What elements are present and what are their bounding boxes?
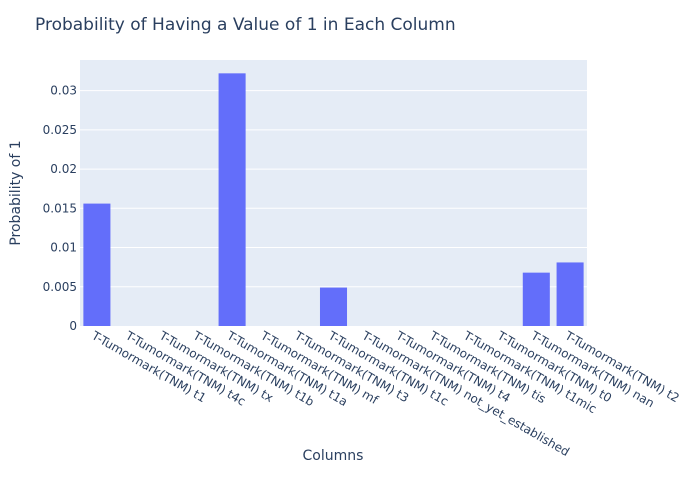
y-tick-label: 0.015 [43, 201, 77, 215]
y-tick-labels: 0 0.005 0.01 0.015 0.02 0.025 0.03 [43, 84, 77, 333]
bars [83, 73, 584, 326]
bar[interactable] [218, 73, 246, 326]
plot-background [80, 60, 587, 326]
bar[interactable] [319, 287, 348, 326]
y-tick-label: 0.02 [50, 162, 77, 176]
y-tick-label: 0.03 [50, 84, 77, 98]
y-tick-label: 0.01 [50, 241, 77, 255]
y-tick-label: 0 [69, 319, 77, 333]
y-tick-label: 0.005 [43, 280, 77, 294]
y-axis-title: Probability of 1 [8, 140, 24, 245]
bar[interactable] [83, 203, 111, 326]
bar[interactable] [556, 262, 584, 326]
chart-title: Probability of Having a Value of 1 in Ea… [35, 15, 456, 35]
x-axis-title: Columns [303, 448, 364, 464]
gridlines [80, 90, 587, 288]
bar[interactable] [522, 272, 550, 326]
x-tick-labels: T-Tumormark(TNM) t1T-Tumormark(TNM) t4cT… [89, 328, 682, 459]
y-tick-label: 0.025 [43, 123, 77, 137]
